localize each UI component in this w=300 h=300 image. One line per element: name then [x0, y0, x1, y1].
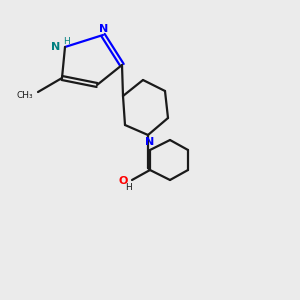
Text: O: O: [118, 176, 128, 186]
Text: CH₃: CH₃: [16, 91, 33, 100]
Text: H: H: [63, 37, 69, 46]
Text: N: N: [146, 137, 154, 147]
Text: N: N: [51, 42, 60, 52]
Text: H: H: [126, 184, 132, 193]
Text: N: N: [99, 24, 109, 34]
